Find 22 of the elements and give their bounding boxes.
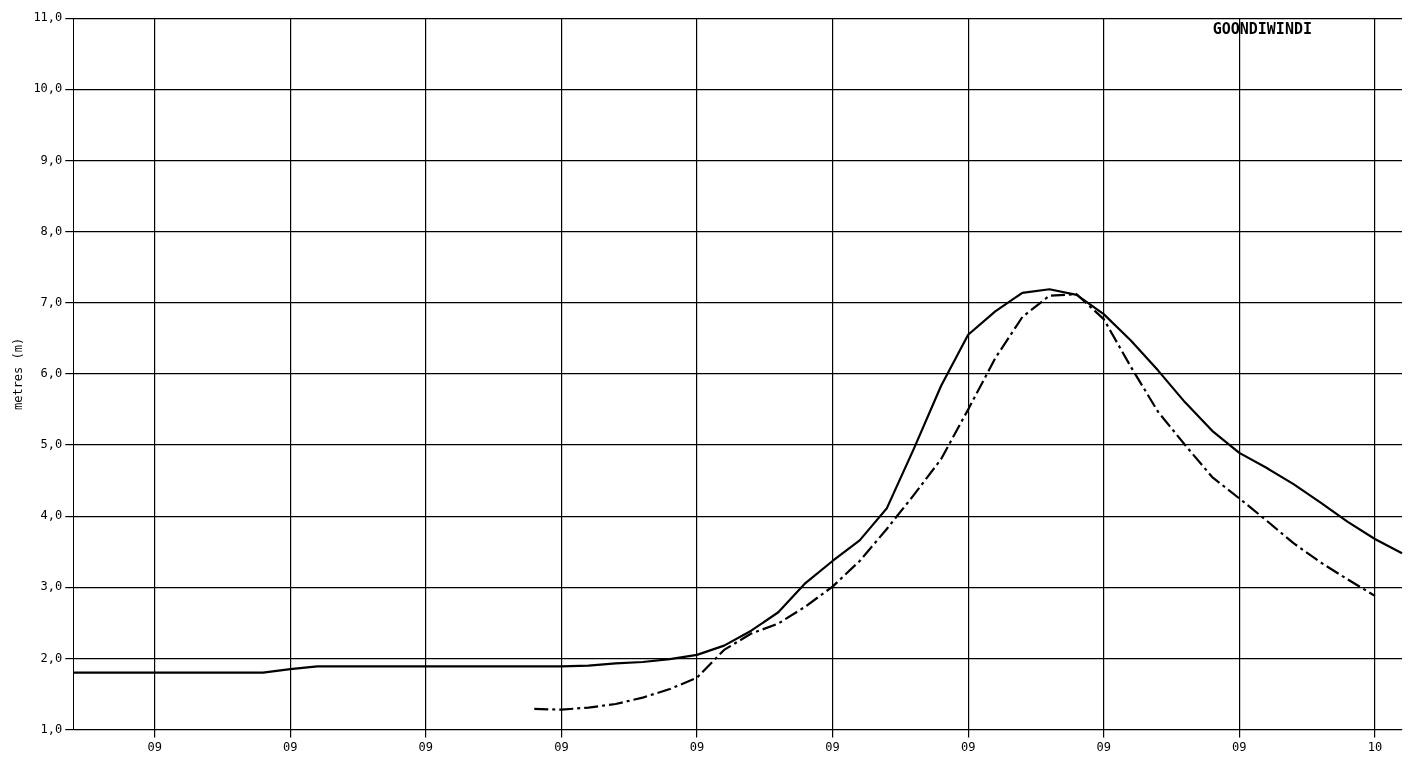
y-tick-label: 5,0	[40, 437, 63, 452]
y-tick-label: 8,0	[40, 223, 63, 238]
y-tick-label: 4,0	[40, 508, 63, 523]
y-tick-label: 10,0	[33, 81, 63, 96]
x-tick-label: 09	[689, 739, 705, 754]
x-tick-label: 09	[283, 739, 298, 754]
x-tick-label: 09	[554, 739, 569, 754]
y-tick-label: 6,0	[40, 366, 63, 381]
y-tick-label: 11,0	[33, 10, 63, 25]
y-tick-label: 7,0	[40, 294, 63, 309]
y-axis-title: metres (m)	[11, 337, 26, 411]
x-tick-label: 09	[418, 739, 434, 754]
x-tick-label: 09	[1232, 739, 1247, 754]
y-tick-label: 3,0	[40, 579, 63, 594]
x-tick-label: 10	[1367, 739, 1383, 754]
x-tick-label: 09	[825, 739, 840, 754]
y-tick-label: 9,0	[40, 152, 63, 167]
y-tick-label: 1,0	[40, 721, 63, 736]
y-tick-label: 2,0	[40, 650, 63, 665]
x-tick-label: 09	[960, 739, 976, 754]
x-tick-label: 09	[147, 739, 162, 754]
x-tick-label: 09	[1096, 739, 1111, 754]
